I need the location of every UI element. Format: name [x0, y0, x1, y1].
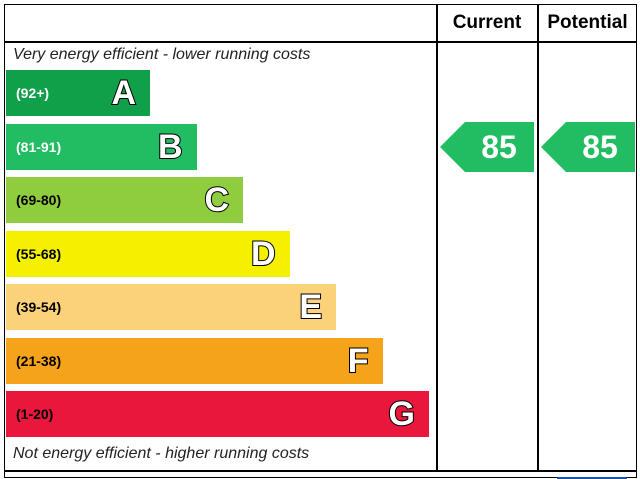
band-c-letter: C: [203, 180, 230, 220]
footer-divider: [4, 470, 637, 472]
current-column-header: Current: [452, 12, 522, 33]
current-rating-value: 85: [481, 128, 517, 165]
potential-rating-arrow: [541, 121, 635, 172]
band-g: (1-20) G: [6, 391, 429, 437]
current-column-divider: [436, 4, 438, 472]
band-f-letter: F: [347, 341, 370, 381]
header-divider: [4, 41, 637, 43]
current-rating-indicator: 85: [440, 121, 534, 172]
band-g-letter: G: [388, 394, 416, 434]
band-e-range: (39-54): [16, 299, 62, 315]
footer-badge: [557, 477, 627, 479]
band-g-range: (1-20): [16, 406, 54, 422]
band-e-letter: E: [298, 287, 323, 327]
potential-rating-value: 85: [582, 128, 618, 165]
band-a-letter: A: [110, 73, 137, 113]
band-a: (92+) A: [6, 70, 150, 116]
potential-column-header: Potential: [547, 12, 628, 33]
band-c: (69-80) C: [6, 177, 243, 223]
epc-chart-frame: [4, 4, 637, 478]
band-f-range: (21-38): [16, 352, 62, 369]
band-b: (81-91) B: [6, 123, 197, 170]
band-b-letter: B: [157, 127, 184, 167]
band-c-range: (69-80): [16, 192, 62, 208]
top-caption: Very energy efficient - lower running co…: [13, 46, 311, 63]
band-a-range: (92+): [16, 85, 50, 101]
potential-column-divider: [537, 4, 539, 472]
current-rating-arrow: [440, 121, 534, 172]
band-b-range: (81-91): [16, 138, 62, 155]
potential-rating-indicator: 85: [541, 121, 635, 172]
bottom-caption: Not energy efficient - higher running co…: [13, 445, 310, 462]
band-e: (39-54) E: [6, 284, 336, 330]
band-d: (55-68) D: [6, 230, 290, 277]
band-d-letter: D: [250, 234, 277, 274]
band-f: (21-38) F: [6, 337, 383, 384]
band-d-range: (55-68): [16, 245, 62, 262]
